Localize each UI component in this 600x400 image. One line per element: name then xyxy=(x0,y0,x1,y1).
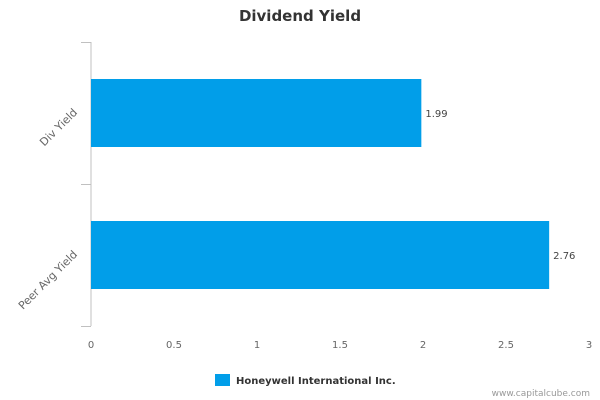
category-label: Div Yield xyxy=(37,106,80,149)
data-label: 1.99 xyxy=(425,109,447,120)
legend: Honeywell International Inc. xyxy=(215,374,396,387)
x-tick-label: 3 xyxy=(586,340,592,351)
x-tick-label: 1 xyxy=(254,340,260,351)
bar-div-yield xyxy=(91,79,422,147)
bar-peer-avg-yield xyxy=(91,221,550,289)
x-tick-label: 1.5 xyxy=(332,340,348,351)
category-label: Peer Avg Yield xyxy=(16,248,80,312)
plot-area: 0 0.5 1 1.5 2 2.5 3 1.99 Div Yield 2.76 Peer Avg Y… xyxy=(16,42,592,351)
x-tick-label: 0.5 xyxy=(166,340,182,351)
watermark-text: www.capitalcube.com xyxy=(492,389,590,399)
x-tick-label: 0 xyxy=(88,340,94,351)
data-label: 2.76 xyxy=(553,251,575,262)
x-tick-label: 2.5 xyxy=(498,340,514,351)
chart-title: Dividend Yield xyxy=(239,7,361,25)
x-tick-label: 2 xyxy=(420,340,426,351)
legend-swatch xyxy=(215,374,230,386)
legend-label: Honeywell International Inc. xyxy=(236,376,396,387)
